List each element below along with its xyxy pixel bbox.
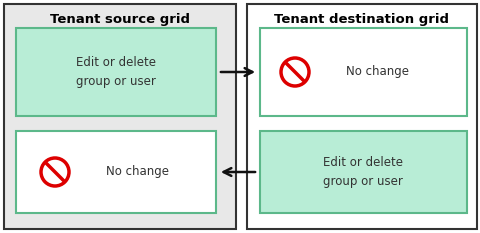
FancyBboxPatch shape — [16, 131, 216, 213]
FancyBboxPatch shape — [260, 131, 466, 213]
Text: Edit or delete
group or user: Edit or delete group or user — [323, 156, 402, 188]
FancyBboxPatch shape — [4, 4, 236, 229]
FancyBboxPatch shape — [16, 28, 216, 116]
Text: Edit or delete
group or user: Edit or delete group or user — [76, 56, 156, 88]
Text: No change: No change — [346, 65, 408, 79]
Text: Tenant destination grid: Tenant destination grid — [274, 13, 449, 26]
Text: No change: No change — [106, 165, 169, 178]
FancyBboxPatch shape — [247, 4, 476, 229]
Text: Tenant source grid: Tenant source grid — [50, 13, 190, 26]
FancyBboxPatch shape — [260, 28, 466, 116]
